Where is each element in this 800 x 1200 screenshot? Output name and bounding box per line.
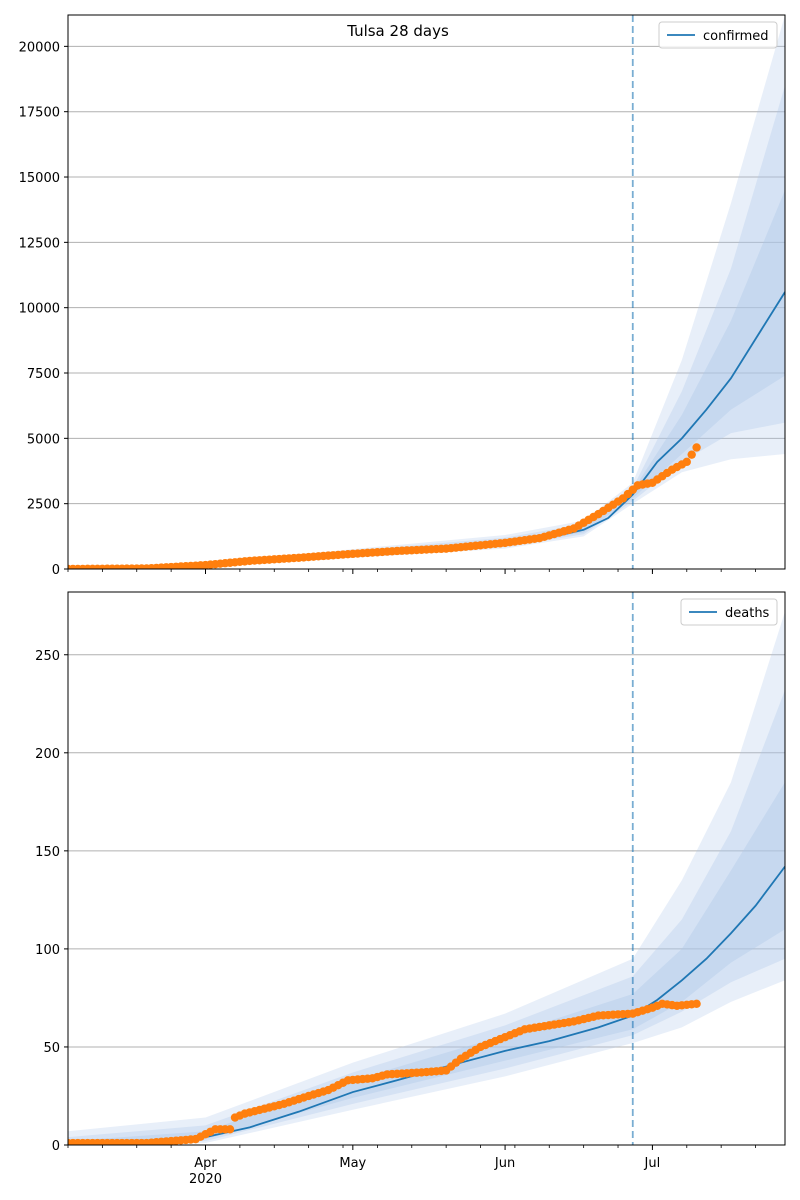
y-tick-label: 5000 bbox=[27, 432, 60, 447]
legend-label: confirmed bbox=[703, 29, 769, 44]
x-tick-label: Apr bbox=[194, 1156, 217, 1171]
chart-title: Tulsa 28 days bbox=[346, 22, 449, 40]
y-tick-label: 250 bbox=[35, 649, 60, 664]
y-tick-label: 0 bbox=[52, 1139, 60, 1154]
chart-panel-0: 0 2500 5000 7500 10000 12500 15000 17500 20000 co… bbox=[19, 14, 786, 578]
y-tick-label: 200 bbox=[35, 747, 60, 762]
y-tick-label: 10000 bbox=[19, 302, 60, 317]
observed-point bbox=[682, 457, 691, 467]
observed-point bbox=[225, 1125, 235, 1134]
x-tick-label: Jun bbox=[494, 1156, 515, 1171]
legend-label: deaths bbox=[725, 606, 770, 621]
observed-point bbox=[687, 450, 696, 459]
y-tick-label: 150 bbox=[35, 845, 60, 860]
y-tick-label: 17500 bbox=[19, 106, 60, 121]
y-tick-label: 20000 bbox=[19, 40, 60, 55]
y-tick-label: 50 bbox=[43, 1041, 60, 1056]
legend-box bbox=[658, 21, 778, 49]
axes-frame bbox=[67, 14, 786, 570]
observed-point bbox=[692, 999, 701, 1009]
x-tick-label: 2020 bbox=[189, 1172, 222, 1187]
y-tick-label: 2500 bbox=[27, 498, 60, 513]
plot-area bbox=[68, 15, 785, 569]
x-tick-label: Jul bbox=[644, 1156, 661, 1171]
x-tick-label: May bbox=[339, 1156, 366, 1171]
y-tick-label: 0 bbox=[52, 563, 60, 578]
plot-area bbox=[68, 592, 785, 1145]
y-tick-label: 12500 bbox=[19, 236, 60, 251]
y-tick-label: 15000 bbox=[19, 171, 60, 186]
legend-box bbox=[680, 598, 778, 626]
observed-point bbox=[692, 443, 701, 452]
uncertainty-band-middle bbox=[68, 690, 785, 1145]
axes-frame bbox=[67, 591, 786, 1146]
median-line-deaths bbox=[68, 865, 785, 1145]
y-tick-label: 100 bbox=[35, 943, 60, 958]
y-tick-label: 7500 bbox=[27, 367, 60, 382]
